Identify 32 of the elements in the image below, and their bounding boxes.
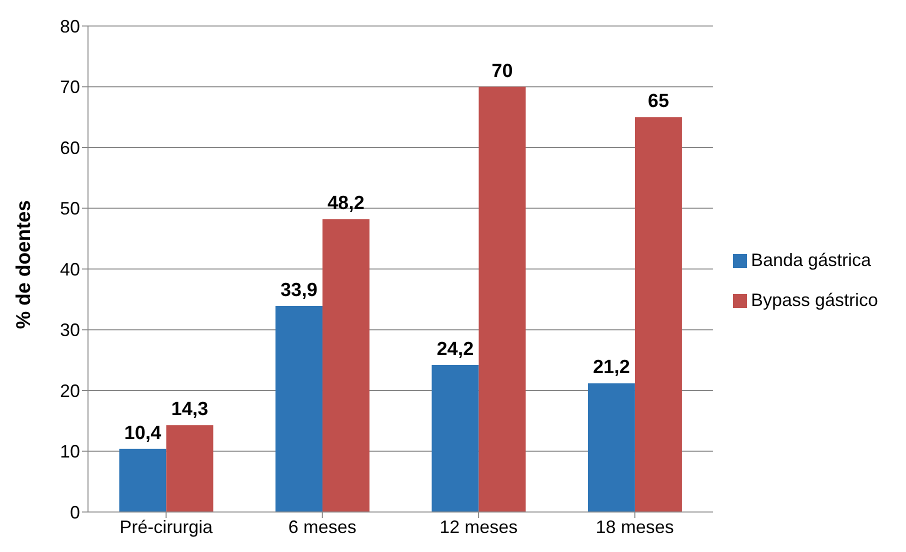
x-tick-label: 12 meses [440, 516, 518, 537]
data-label: 14,3 [171, 399, 208, 420]
y-tick-label: 60 [60, 138, 80, 158]
data-label: 10,4 [124, 422, 162, 444]
y-tick-label: 20 [60, 380, 80, 401]
y-axis-title: % de doentes [13, 200, 36, 329]
legend-label: Bypass gástrico [750, 290, 878, 310]
y-tick-label: 0 [70, 502, 80, 522]
bar [275, 306, 322, 512]
bar [166, 425, 214, 512]
y-tick-label: 50 [60, 198, 80, 219]
bar [478, 86, 526, 512]
data-label: 21,2 [592, 357, 630, 378]
y-tick-label: 80 [60, 16, 80, 36]
x-tick-label: Pré-cirurgia [120, 516, 214, 537]
bar [322, 219, 370, 512]
data-label: 65 [648, 91, 670, 112]
bar [432, 364, 479, 512]
x-tick-label: 18 meses [596, 516, 674, 537]
y-tick-label: 70 [60, 77, 80, 98]
data-label: 33,9 [280, 280, 318, 302]
y-tick-label: 30 [60, 320, 80, 340]
bar [119, 448, 166, 512]
data-label: 70 [492, 60, 513, 82]
data-label: 48,2 [327, 193, 364, 214]
y-tick-label: 40 [60, 259, 80, 280]
data-label: 24,2 [436, 338, 474, 360]
y-tick-label: 10 [60, 442, 80, 462]
x-tick-label: 6 meses [288, 516, 356, 537]
bar [634, 117, 682, 512]
bar [588, 383, 635, 512]
legend-label: Banda gástrica [750, 250, 872, 270]
